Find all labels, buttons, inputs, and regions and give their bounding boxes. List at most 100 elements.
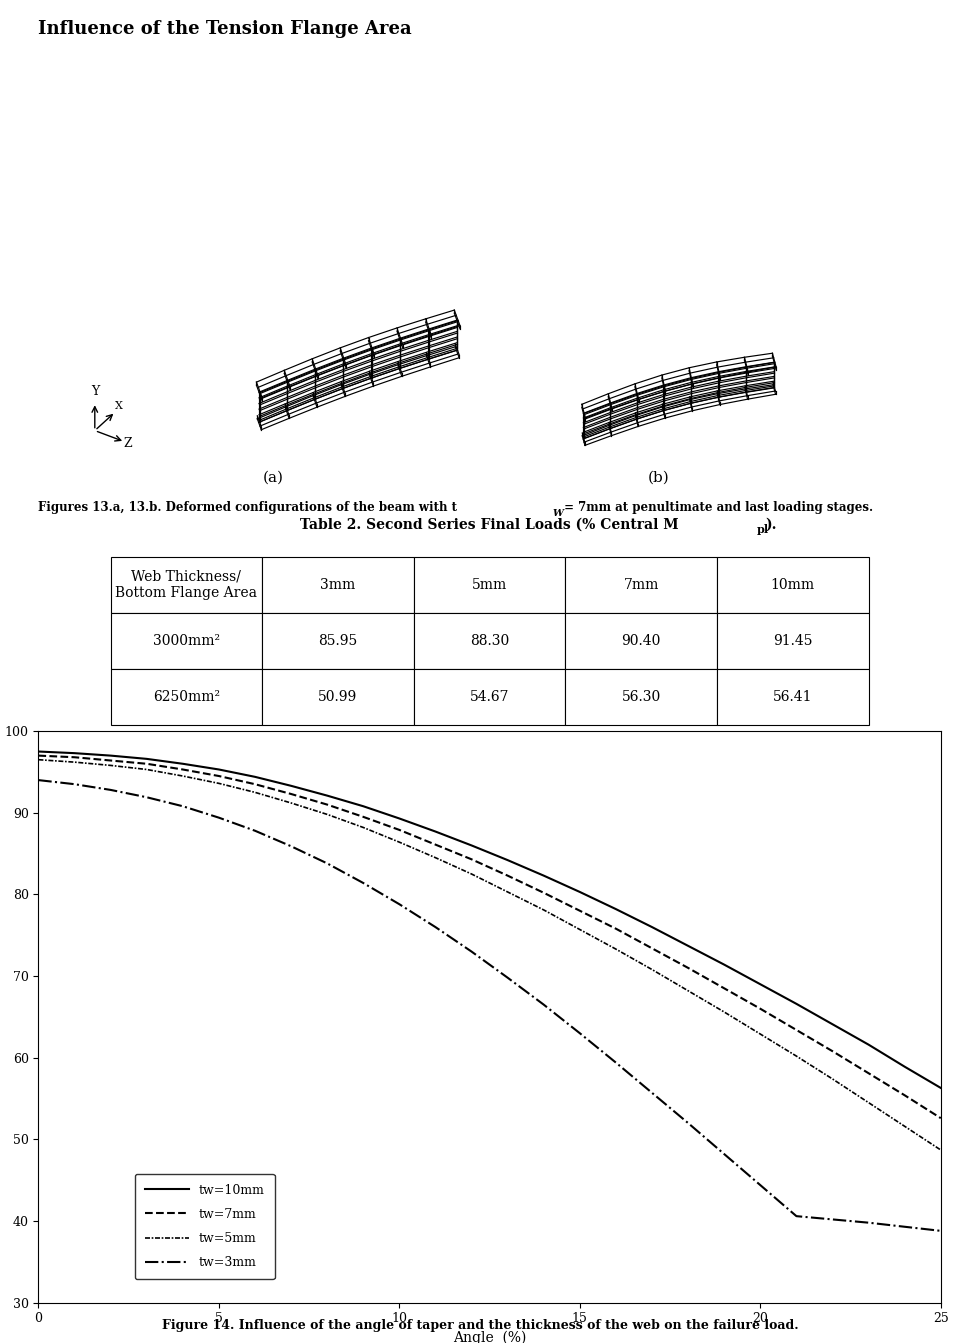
tw=7mm <box>430 837 442 853</box>
Line: tw=3mm: tw=3mm <box>38 780 941 1230</box>
tw=10mm <box>33 744 44 760</box>
tw=3mm <box>33 772 44 788</box>
tw=10mm <box>177 756 188 772</box>
tw=3mm <box>538 997 549 1013</box>
tw=5mm <box>755 1026 766 1042</box>
tw=3mm <box>574 1025 586 1041</box>
tw=5mm <box>141 761 153 778</box>
Text: Influence of the Tension Flange Area: Influence of the Tension Flange Area <box>38 20 412 39</box>
tw=10mm <box>574 884 586 900</box>
tw=5mm <box>574 921 586 937</box>
tw=3mm <box>827 1211 838 1228</box>
tw=10mm <box>430 823 442 839</box>
tw=10mm <box>466 838 477 854</box>
tw=7mm <box>322 796 333 813</box>
tw=7mm <box>33 748 44 764</box>
tw=10mm <box>863 1037 875 1053</box>
tw=3mm <box>863 1214 875 1230</box>
tw=10mm <box>718 956 730 972</box>
Text: Z: Z <box>124 438 132 450</box>
tw=3mm <box>357 874 369 890</box>
tw=5mm <box>466 866 477 882</box>
tw=7mm <box>574 902 586 919</box>
tw=5mm <box>285 795 297 811</box>
tw=10mm <box>285 778 297 794</box>
tw=7mm <box>141 756 153 772</box>
tw=5mm <box>430 850 442 866</box>
tw=5mm <box>791 1048 803 1064</box>
tw=7mm <box>683 960 694 976</box>
tw=7mm <box>827 1044 838 1060</box>
tw=10mm <box>899 1058 910 1074</box>
tw=10mm <box>611 901 622 917</box>
tw=3mm <box>646 1085 658 1101</box>
tw=3mm <box>322 855 333 872</box>
tw=7mm <box>69 749 81 766</box>
Text: Table 2. Second Series Final Loads (% Central M: Table 2. Second Series Final Loads (% Ce… <box>300 517 679 532</box>
tw=7mm <box>646 940 658 956</box>
tw=3mm <box>611 1054 622 1070</box>
tw=10mm <box>646 919 658 935</box>
tw=7mm <box>502 868 514 884</box>
Text: Figure 14. Influence of the angle of taper and the thickness of the web on the f: Figure 14. Influence of the angle of tap… <box>161 1319 799 1332</box>
tw=5mm <box>538 902 549 919</box>
tw=10mm <box>322 787 333 803</box>
tw=5mm <box>105 757 116 774</box>
tw=3mm <box>466 944 477 960</box>
tw=7mm <box>791 1022 803 1038</box>
Line: tw=10mm: tw=10mm <box>38 752 941 1088</box>
tw=5mm <box>935 1142 947 1158</box>
tw=3mm <box>141 790 153 806</box>
tw=5mm <box>899 1119 910 1135</box>
tw=10mm <box>791 995 803 1011</box>
tw=7mm <box>899 1088 910 1104</box>
tw=10mm <box>538 868 549 884</box>
tw=7mm <box>935 1111 947 1127</box>
tw=5mm <box>213 775 225 791</box>
tw=7mm <box>394 822 405 838</box>
tw=7mm <box>718 980 730 997</box>
tw=10mm <box>357 798 369 814</box>
tw=7mm <box>213 768 225 784</box>
Text: = 7mm at penultimate and last loading stages.: = 7mm at penultimate and last loading st… <box>560 501 873 514</box>
Text: Y: Y <box>90 385 99 398</box>
tw=3mm <box>683 1115 694 1131</box>
tw=3mm <box>791 1209 803 1225</box>
tw=10mm <box>105 748 116 764</box>
tw=5mm <box>718 1005 730 1021</box>
Text: (a): (a) <box>263 471 284 485</box>
tw=5mm <box>863 1095 875 1111</box>
tw=3mm <box>213 810 225 826</box>
tw=5mm <box>33 752 44 768</box>
tw=5mm <box>322 806 333 822</box>
tw=5mm <box>683 983 694 999</box>
tw=7mm <box>863 1065 875 1081</box>
tw=10mm <box>213 761 225 778</box>
tw=5mm <box>611 941 622 958</box>
Text: ).: ). <box>766 517 778 532</box>
tw=5mm <box>827 1070 838 1086</box>
Text: Figures 13.a, 13.b. Deformed configurations of the beam with t: Figures 13.a, 13.b. Deformed configurati… <box>38 501 457 514</box>
tw=3mm <box>718 1146 730 1162</box>
Line: tw=5mm: tw=5mm <box>38 760 941 1150</box>
Text: pl: pl <box>756 524 768 535</box>
tw=5mm <box>502 884 514 900</box>
tw=3mm <box>430 919 442 935</box>
tw=10mm <box>394 810 405 826</box>
tw=10mm <box>755 976 766 992</box>
Text: X: X <box>115 402 123 411</box>
Legend: tw=10mm, tw=7mm, tw=5mm, tw=3mm: tw=10mm, tw=7mm, tw=5mm, tw=3mm <box>135 1174 275 1280</box>
tw=7mm <box>285 786 297 802</box>
tw=10mm <box>683 937 694 954</box>
tw=5mm <box>646 962 658 978</box>
tw=7mm <box>105 752 116 768</box>
Line: tw=7mm: tw=7mm <box>38 756 941 1119</box>
tw=10mm <box>141 751 153 767</box>
tw=3mm <box>69 776 81 792</box>
tw=7mm <box>177 761 188 778</box>
tw=10mm <box>502 851 514 868</box>
tw=3mm <box>755 1176 766 1193</box>
tw=7mm <box>611 921 622 937</box>
tw=5mm <box>69 753 81 770</box>
tw=5mm <box>250 784 261 800</box>
